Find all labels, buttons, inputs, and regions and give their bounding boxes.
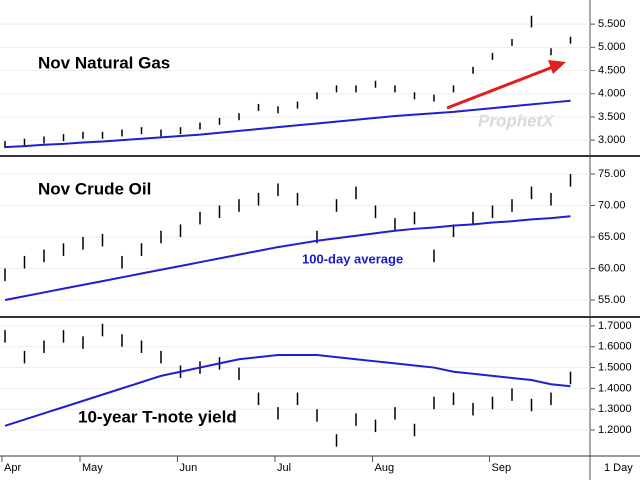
y-tick-label: 3.000 <box>598 134 626 146</box>
moving-average <box>4 215 571 301</box>
watermark: ProphetX <box>478 111 555 130</box>
y-tick-label: 55.00 <box>598 294 626 306</box>
annotation: 100-day average <box>302 251 403 266</box>
y-tick-label: 70.00 <box>598 199 626 211</box>
moving-average <box>4 354 571 427</box>
y-tick-label: 1.5000 <box>598 361 632 373</box>
x-tick-label: Apr <box>4 462 21 474</box>
y-tick-label: 60.00 <box>598 262 626 274</box>
y-tick-label: 1.4000 <box>598 382 632 394</box>
y-tick-label: 1.2000 <box>598 424 632 436</box>
x-tick-label: Jul <box>277 462 291 474</box>
y-tick-label: 4.500 <box>598 64 626 76</box>
arrow-shaft <box>446 65 554 110</box>
y-tick-label: 5.500 <box>598 18 626 30</box>
x-tick-label: Jun <box>180 462 198 474</box>
y-tick-label: 4.000 <box>598 88 626 100</box>
panel-title: 10-year T-note yield <box>78 407 237 426</box>
trend-arrow <box>446 60 566 110</box>
y-tick-label: 1.6000 <box>598 341 632 353</box>
x-tick-label: Sep <box>492 462 512 474</box>
y-tick-label: 3.500 <box>598 111 626 123</box>
panel-title: Nov Crude Oil <box>38 179 151 198</box>
y-tick-label: 5.000 <box>598 41 626 53</box>
arrow-head <box>548 60 566 74</box>
moving-average <box>4 99 571 149</box>
y-tick-label: 1.7000 <box>598 320 632 332</box>
x-tick-label: May <box>82 462 103 474</box>
interval-label: 1 Day <box>604 462 633 474</box>
x-tick-label: Aug <box>375 462 395 474</box>
panel-title: Nov Natural Gas <box>38 53 170 72</box>
y-tick-label: 65.00 <box>598 231 626 243</box>
y-tick-label: 1.3000 <box>598 403 632 415</box>
y-tick-label: 75.00 <box>598 168 626 180</box>
